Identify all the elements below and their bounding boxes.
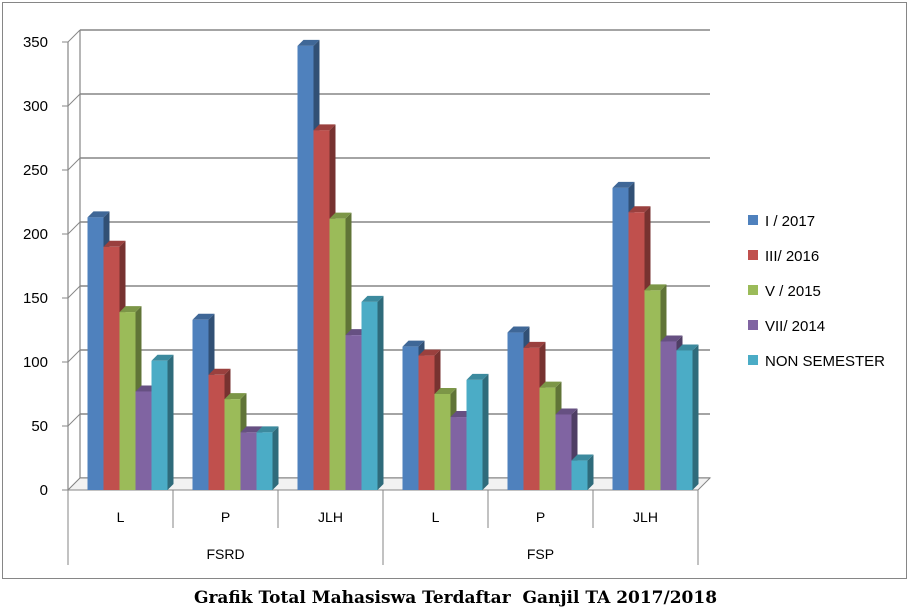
bar-top	[329, 212, 352, 219]
bar-top	[507, 326, 530, 333]
group-label: FSRD	[206, 546, 244, 562]
gridline-side	[67, 285, 81, 299]
bar-top	[402, 340, 425, 347]
legend-swatch	[748, 285, 758, 295]
legend-swatch	[748, 250, 758, 260]
bar-top	[151, 354, 174, 361]
bar-top	[466, 373, 489, 380]
bar	[329, 218, 346, 490]
legend-swatch	[748, 320, 758, 330]
legend-label: VII/ 2014	[765, 318, 825, 335]
bar	[523, 347, 540, 490]
gridline-side	[67, 93, 81, 107]
bar-top	[119, 306, 142, 313]
bar	[402, 346, 419, 490]
legend-swatch	[748, 355, 758, 365]
bar	[612, 187, 629, 491]
bar-top	[313, 124, 336, 131]
legend-label: III/ 2016	[765, 248, 819, 265]
y-tick-label: 50	[31, 418, 48, 435]
bar	[434, 394, 451, 490]
x-tick-label: JLH	[633, 509, 658, 525]
bar-top	[418, 349, 441, 356]
bar-top	[87, 211, 110, 218]
bar	[628, 212, 645, 491]
y-tick-label: 0	[40, 482, 48, 499]
legend-label: V / 2015	[765, 283, 821, 300]
bar	[240, 432, 257, 490]
bar-top	[240, 426, 263, 433]
y-tick-label: 350	[23, 34, 48, 51]
y-tick-label: 150	[23, 290, 48, 307]
chart-title: Grafik Total Mahasiswa Terdaftar Ganjil …	[193, 588, 718, 608]
bar	[539, 387, 556, 490]
bar	[644, 290, 661, 490]
gridline-side	[67, 29, 81, 43]
gridline-side	[67, 221, 81, 235]
x-tick-label: L	[117, 509, 125, 525]
bar-top	[434, 388, 457, 394]
gridline-side	[67, 413, 81, 427]
x-tick-label: L	[432, 509, 440, 525]
bar-top	[612, 181, 635, 188]
x-tick-label: JLH	[318, 509, 343, 525]
bar-top	[555, 408, 578, 415]
y-tick-label: 300	[23, 98, 48, 115]
gridline-side	[67, 349, 81, 363]
bar	[135, 391, 152, 490]
bar	[313, 130, 330, 490]
bar-top	[192, 313, 215, 320]
bar-side	[377, 295, 384, 490]
bar-top	[676, 344, 699, 351]
bar-top	[571, 454, 594, 461]
bar	[192, 319, 209, 490]
bar-top	[361, 295, 384, 302]
bar-top	[523, 341, 546, 348]
y-tick-label: 250	[23, 162, 48, 179]
bar	[418, 355, 435, 490]
bar	[119, 312, 136, 490]
bar	[256, 432, 273, 490]
bar-top	[103, 240, 126, 247]
bar	[297, 45, 314, 491]
bar-top	[224, 393, 247, 400]
y-tick-label: 100	[23, 354, 48, 371]
bar-top	[256, 426, 279, 433]
x-tick-label: P	[221, 509, 230, 525]
legend-label: NON SEMESTER	[765, 353, 885, 370]
bar	[87, 217, 104, 491]
bar-side	[587, 454, 594, 490]
bar	[103, 246, 120, 490]
bar	[208, 374, 225, 490]
bar-side	[692, 344, 699, 490]
legend-label: I / 2017	[765, 213, 815, 230]
bar	[507, 332, 524, 490]
bar-top	[628, 206, 651, 213]
bar	[361, 301, 378, 490]
group-label: FSP	[527, 546, 554, 562]
y-tick-label: 200	[23, 226, 48, 243]
bar-side	[272, 426, 279, 490]
bar-top	[208, 368, 231, 375]
bar	[555, 414, 572, 490]
bar-top	[297, 39, 320, 46]
bar-top	[539, 381, 562, 388]
gridline-side	[67, 157, 81, 171]
bar-side	[482, 373, 489, 490]
legend-swatch	[748, 215, 758, 225]
bar	[571, 460, 588, 490]
bar	[224, 399, 241, 490]
bar	[151, 360, 168, 490]
bar	[345, 335, 362, 490]
bar	[676, 350, 693, 490]
bar-top	[644, 284, 667, 291]
bar	[660, 341, 677, 490]
bar	[450, 417, 467, 490]
bar	[466, 379, 483, 490]
bar-side	[167, 354, 174, 490]
x-tick-label: P	[536, 509, 545, 525]
bar-top	[660, 335, 683, 342]
